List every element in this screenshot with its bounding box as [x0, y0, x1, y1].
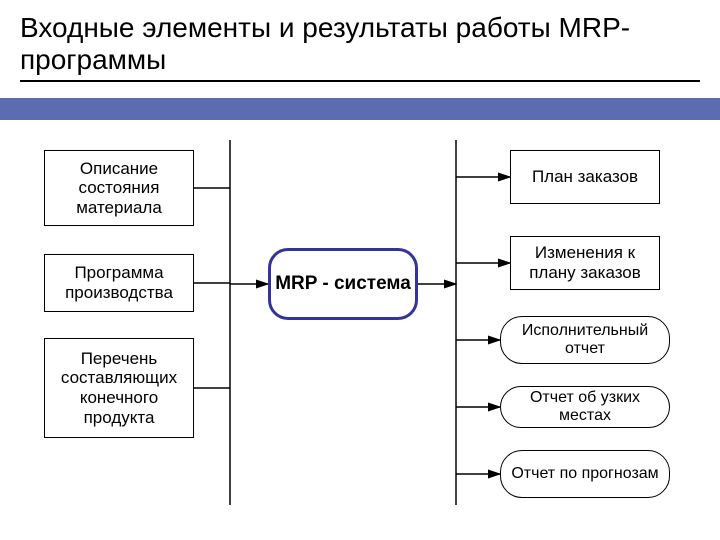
accent-bar: [0, 98, 720, 120]
center-box: MRP - система: [268, 248, 418, 320]
output-roundbox-2: Отчет по прогнозам: [500, 450, 670, 498]
output-box-1: Изменения к плану заказов: [510, 236, 660, 290]
page-title: Входные элементы и результаты работы MRP…: [20, 12, 700, 82]
output-box-0: План заказов: [510, 150, 660, 204]
input-box-0: Описание состояния материала: [44, 150, 194, 226]
input-box-2: Перечень составляющих конечного продукта: [44, 338, 194, 438]
output-roundbox-0: Исполнительный отчет: [500, 316, 670, 364]
output-roundbox-1: Отчет об узких местах: [500, 386, 670, 428]
input-box-1: Программа производства: [44, 254, 194, 312]
